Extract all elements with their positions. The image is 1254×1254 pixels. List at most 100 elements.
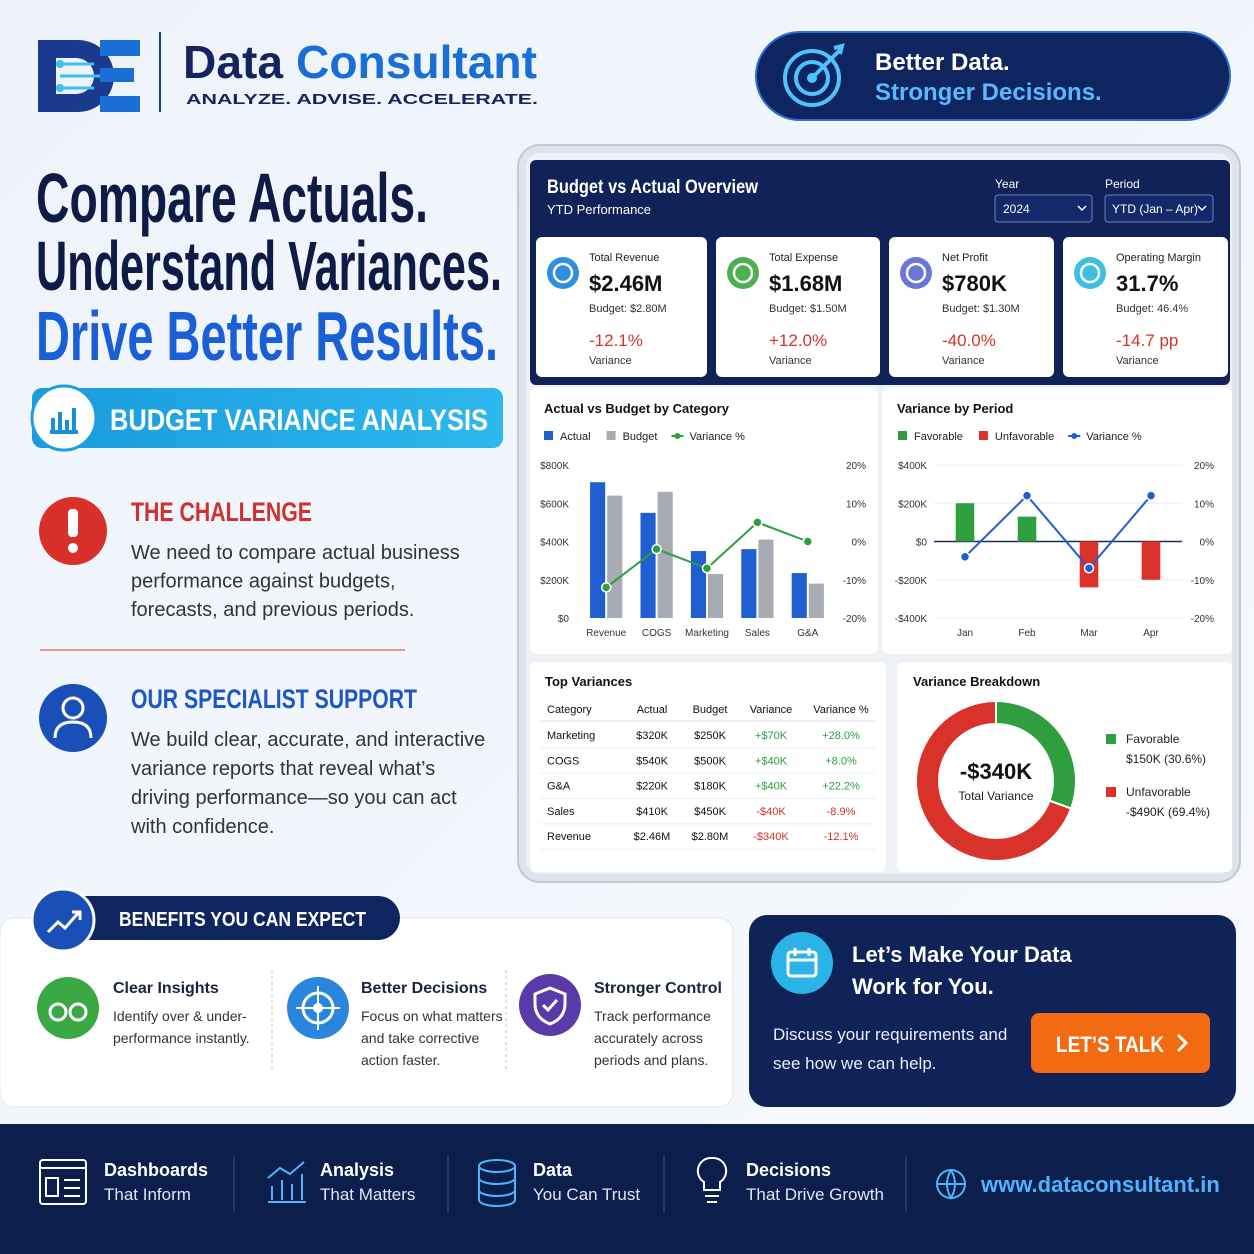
legend-swatch (1071, 433, 1078, 439)
footer-subtitle: That Matters (320, 1185, 415, 1204)
kpi-variance-label: Variance (589, 355, 632, 367)
benefit-text: Identify over & under- (113, 1008, 247, 1024)
benefit-title: Stronger Control (594, 980, 722, 997)
paragraph: with confidence. (130, 816, 274, 838)
donut-center-label: -$340K (960, 759, 1032, 784)
benefit-title: Better Decisions (361, 980, 487, 997)
dashboard-subtitle: YTD Performance (547, 202, 651, 217)
y2-tick-label: 0% (1200, 538, 1215, 549)
legend-label: Actual (560, 431, 591, 443)
kpi-icon (552, 262, 574, 284)
chart-title: Actual vs Budget by Category (544, 401, 730, 416)
table-cell: +$70K (755, 730, 788, 742)
x-tick-label: COGS (642, 628, 672, 639)
website-link[interactable]: www.dataconsultant.in (980, 1172, 1220, 1197)
table-header: Variance % (813, 704, 869, 716)
legend-swatch (978, 431, 988, 440)
paragraph: variance reports that reveal what’s (131, 758, 435, 780)
table-cell: COGS (547, 755, 579, 767)
tagline: ANALYZE. ADVISE. ACCELERATE. (186, 91, 538, 108)
table-cell: +$40K (755, 755, 788, 767)
legend-label: Unfavorable (1126, 785, 1191, 799)
y2-tick-label: 10% (846, 499, 866, 510)
benefits-panel (0, 887, 734, 1108)
kpi-value: 31.7% (1116, 271, 1178, 296)
support-icon (39, 684, 107, 752)
line-marker (752, 517, 763, 528)
kpi-variance: -12.1% (589, 331, 643, 350)
footer-subtitle: That Drive Growth (746, 1185, 884, 1204)
table-cell: $500K (694, 755, 726, 767)
y-tick-label: $400K (898, 461, 927, 472)
badge-text: Better Data. (875, 49, 1010, 76)
paragraph: performance against budgets, (131, 571, 396, 593)
cta-button-label[interactable]: LET’S TALK (1056, 1032, 1164, 1057)
footer-title: Data (533, 1160, 573, 1180)
y2-tick-label: 20% (1194, 461, 1214, 472)
bar (1017, 516, 1037, 542)
kpi-icon (547, 257, 579, 289)
kpi-icon (727, 257, 759, 289)
cta-text: Discuss your requirements and (773, 1025, 1007, 1044)
y2-tick-label: -10% (843, 576, 866, 587)
cta-button[interactable] (1031, 1013, 1210, 1073)
bar (607, 495, 623, 618)
kpi-icon (1079, 262, 1101, 284)
legend-label: Budget (623, 431, 658, 443)
line-marker (1145, 490, 1157, 501)
headline: Understand Variances. (36, 227, 502, 305)
kpi-variance: -14.7 pp (1116, 331, 1178, 350)
kpi-budget: Budget: $1.30M (942, 303, 1020, 315)
table-cell: $2.80M (692, 831, 729, 843)
logo (38, 40, 140, 112)
table-cell: $250K (694, 730, 726, 742)
kpi-icon (905, 262, 927, 284)
line-marker (1083, 563, 1095, 574)
kpi-budget: Budget: 46.4% (1116, 303, 1188, 315)
paragraph: We build clear, accurate, and interactiv… (131, 729, 485, 751)
x-tick-label: Sales (745, 628, 770, 639)
footer (0, 1124, 1254, 1254)
filter-value[interactable]: YTD (Jan – Apr) (1112, 202, 1198, 216)
table-cell: $410K (636, 806, 668, 818)
table-header: Category (547, 704, 592, 716)
bar (808, 583, 824, 618)
y2-tick-label: -20% (1191, 614, 1214, 625)
kpi-label: Total Expense (769, 252, 838, 264)
section-title: OUR SPECIALIST SUPPORT (131, 684, 417, 714)
benefit-title: Clear Insights (113, 980, 219, 997)
table-cell: $320K (636, 730, 668, 742)
table-header: Actual (637, 704, 668, 716)
bar (590, 482, 606, 618)
y-tick-label: $600K (540, 499, 569, 510)
donut-slice (915, 699, 1073, 862)
y2-tick-label: 0% (852, 538, 867, 549)
table-cell: -8.9% (827, 806, 856, 818)
value-label: -$490K (69.4%) (1126, 805, 1210, 819)
table-cell: $540K (636, 755, 668, 767)
filter-value[interactable]: 2024 (1003, 202, 1030, 216)
badge-text: Stronger Decisions. (875, 79, 1102, 106)
x-tick-label: Apr (1143, 628, 1159, 639)
benefit-text: accurately across (594, 1030, 703, 1046)
section-label: BUDGET VARIANCE ANALYSIS (110, 404, 488, 437)
kpi-label: Operating Margin (1116, 252, 1201, 264)
brand-name: Consultant (296, 36, 537, 88)
y2-tick-label: -20% (843, 614, 866, 625)
table-header: Budget (693, 704, 728, 716)
footer-title: Analysis (320, 1160, 394, 1180)
table-header: Variance (750, 704, 793, 716)
table-cell: Marketing (547, 730, 595, 742)
table-cell: $220K (636, 781, 668, 793)
kpi-label: Net Profit (942, 252, 988, 264)
legend-swatch (1106, 734, 1116, 744)
y-tick-label: $800K (540, 461, 569, 472)
kpi-variance-label: Variance (769, 355, 812, 367)
line-marker (651, 543, 662, 555)
y2-tick-label: 10% (1194, 499, 1214, 510)
legend-swatch (544, 431, 553, 440)
table-title: Top Variances (545, 674, 632, 689)
bar (758, 539, 774, 618)
table-cell: Sales (547, 806, 575, 818)
